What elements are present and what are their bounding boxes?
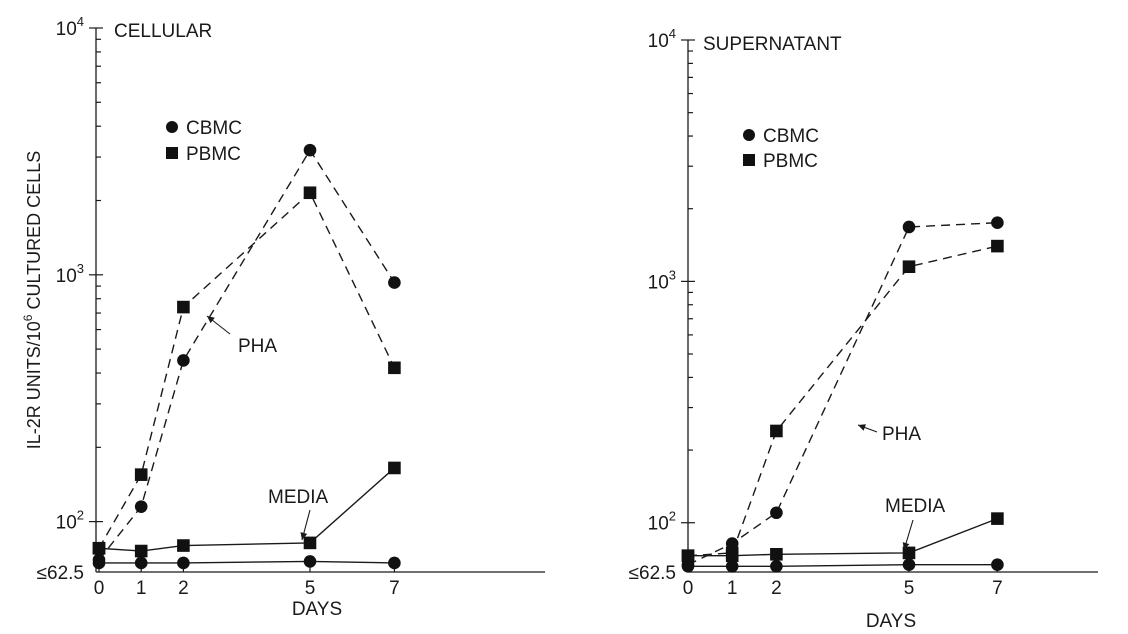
point-pbmc-media <box>177 539 190 552</box>
legend-label-pbmc: PBMC <box>763 151 818 172</box>
y-tick-label: 104 <box>648 26 676 52</box>
panel-title: SUPERNATANT <box>703 34 842 55</box>
point-cbmc-media <box>134 556 148 570</box>
point-pbmc-media <box>92 541 106 555</box>
y-tick-label: 103 <box>648 267 676 293</box>
point-pbmc-media <box>303 536 317 550</box>
annotation-media: MEDIA <box>268 487 329 508</box>
point-cbmc-pha <box>991 216 1004 230</box>
legend-label-pbmc: PBMC <box>186 144 241 165</box>
point-pbmc-pha <box>902 260 916 274</box>
x-tick-label: 7 <box>992 578 1003 599</box>
annotation-arrowhead <box>858 424 866 431</box>
point-pbmc-media <box>991 512 1004 525</box>
x-tick-label: 5 <box>305 578 316 599</box>
annotation-arrowhead <box>300 532 308 540</box>
point-cbmc-pha <box>902 220 916 234</box>
x-tick-label: 2 <box>178 578 189 599</box>
point-cbmc-media <box>725 559 739 573</box>
legend-marker-cbmc <box>166 121 178 133</box>
point-cbmc-media <box>681 559 695 573</box>
point-pbmc-pha <box>770 424 783 438</box>
legend-marker-cbmc <box>743 129 755 141</box>
annotation-arrowhead <box>902 542 910 550</box>
annotation-pha: PHA <box>238 336 277 357</box>
x-tick-label: 0 <box>683 578 694 599</box>
point-pbmc-pha <box>303 186 317 200</box>
series-line-cbmc-pha <box>687 222 998 566</box>
x-tick-label: 5 <box>904 578 915 599</box>
x-tick-label: 1 <box>727 578 738 599</box>
supernatant-panel: ≤62.5 102 103 104 0 1 2 5 7 SUPERNATANT DAYS CBMC PB… <box>629 26 1098 632</box>
point-pbmc-pha <box>177 300 190 314</box>
point-pbmc-pha <box>134 468 148 481</box>
y-tick-label: ≤62.5 <box>37 563 84 584</box>
series-line-pbmc-pha <box>687 245 998 557</box>
point-cbmc-pha <box>770 506 783 520</box>
y-tick-label: 104 <box>56 14 84 40</box>
point-cbmc-pha <box>388 276 401 289</box>
x-axis-label: DAYS <box>866 611 916 632</box>
series-line-pbmc-pha <box>98 191 396 549</box>
point-cbmc-media <box>388 556 401 570</box>
point-pbmc-media <box>681 549 695 563</box>
point-cbmc-media <box>303 555 317 568</box>
point-cbmc-media <box>770 559 783 573</box>
series-line-cbmc-pha <box>98 148 395 561</box>
annotation-arrowhead <box>207 316 215 324</box>
y-tick-label: 102 <box>56 508 84 534</box>
legend-label-cbmc: CBMC <box>763 126 819 147</box>
point-pbmc-pha <box>991 239 1004 253</box>
annotation-pha: PHA <box>882 424 921 445</box>
point-pbmc-media <box>388 461 401 475</box>
point-cbmc-pha <box>177 354 190 367</box>
point-cbmc-media <box>92 556 106 570</box>
point-cbmc-media <box>991 558 1004 572</box>
point-pbmc-pha <box>388 361 401 375</box>
x-axis-label: DAYS <box>292 599 342 620</box>
point-pbmc-media <box>770 547 783 561</box>
point-cbmc-pha <box>134 500 148 513</box>
x-tick-label: 1 <box>136 578 147 599</box>
point-pbmc-media <box>134 544 148 558</box>
point-pbmc-media <box>725 549 739 563</box>
panel-title: CELLULAR <box>114 21 212 42</box>
y-axis-label: IL-2R UNITS/106 CULTURED CELLS <box>21 151 44 449</box>
legend-marker-pbmc <box>166 147 178 159</box>
point-cbmc-media <box>902 558 916 572</box>
point-pbmc-media <box>902 546 916 560</box>
cellular-panel: ≤62.5 102 103 104 0 1 2 5 7 CELLULAR DAYS IL-2R UNI… <box>21 14 545 620</box>
x-tick-label: 0 <box>94 578 105 599</box>
y-tick-label: ≤62.5 <box>629 563 676 584</box>
x-tick-label: 7 <box>389 578 400 599</box>
point-cbmc-pha <box>303 143 317 157</box>
x-tick-label: 2 <box>771 578 782 599</box>
legend-label-cbmc: CBMC <box>186 118 242 139</box>
y-tick-label: 102 <box>648 509 676 535</box>
annotation-media: MEDIA <box>885 496 946 517</box>
legend-marker-pbmc <box>743 154 755 166</box>
y-tick-label: 103 <box>56 261 84 287</box>
point-cbmc-media <box>177 556 190 570</box>
